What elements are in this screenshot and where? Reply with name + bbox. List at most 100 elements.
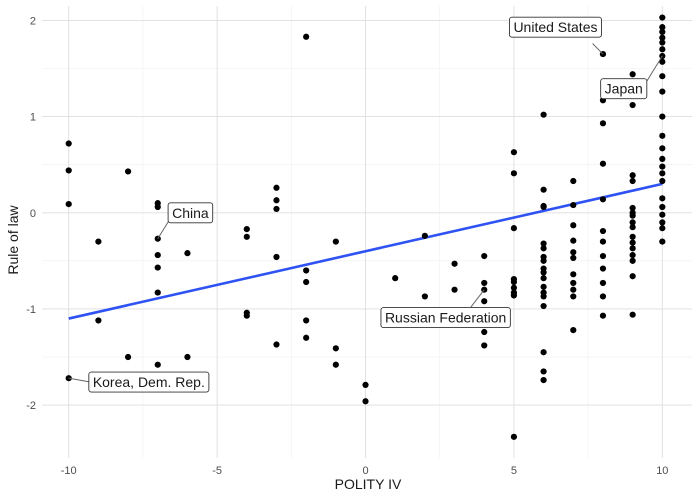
data-point bbox=[65, 201, 72, 208]
annotation-united-states: United States bbox=[508, 16, 604, 55]
data-point bbox=[629, 233, 636, 240]
annotation-korea-dem-rep: Korea, Dem. Rep. bbox=[68, 371, 210, 393]
data-point bbox=[124, 353, 132, 361]
annotation-japan: Japan bbox=[600, 55, 663, 100]
data-point bbox=[659, 225, 666, 232]
data-point bbox=[659, 219, 666, 226]
y-tick-label: -2 bbox=[26, 400, 36, 412]
y-tick-label: 1 bbox=[30, 112, 36, 124]
data-point bbox=[599, 160, 607, 167]
x-tick-label: 0 bbox=[362, 465, 368, 477]
x-tick-label: -10 bbox=[61, 465, 77, 477]
data-point bbox=[629, 219, 636, 226]
data-point bbox=[124, 168, 132, 175]
annotation-china: China bbox=[157, 202, 214, 239]
data-point bbox=[303, 334, 310, 341]
data-point bbox=[510, 170, 518, 177]
data-point bbox=[659, 58, 666, 65]
data-point bbox=[570, 293, 577, 300]
data-point bbox=[243, 226, 250, 233]
data-point bbox=[599, 227, 607, 235]
data-point bbox=[570, 201, 577, 209]
data-point bbox=[659, 170, 666, 177]
annotation-leader-line bbox=[592, 43, 604, 55]
data-point bbox=[540, 111, 547, 118]
y-axis-title: Rule of law bbox=[5, 204, 21, 274]
data-point bbox=[303, 317, 310, 324]
data-point bbox=[599, 252, 607, 260]
data-point bbox=[481, 279, 488, 287]
data-point bbox=[570, 249, 577, 256]
data-point bbox=[65, 140, 72, 147]
data-point bbox=[570, 237, 577, 244]
data-point bbox=[481, 342, 488, 349]
data-point bbox=[154, 264, 161, 271]
data-point bbox=[629, 101, 636, 109]
data-point bbox=[629, 204, 636, 212]
data-point bbox=[599, 120, 607, 127]
data-point bbox=[540, 203, 547, 211]
data-point bbox=[570, 286, 577, 293]
data-point bbox=[659, 195, 666, 202]
data-point bbox=[599, 265, 607, 272]
data-point bbox=[629, 273, 636, 280]
trend-line bbox=[68, 182, 663, 320]
data-point bbox=[599, 238, 607, 245]
y-tick-labels: -2 -1 0 1 2 bbox=[26, 15, 36, 412]
data-point bbox=[659, 145, 666, 152]
data-point bbox=[95, 238, 102, 245]
data-point bbox=[421, 293, 428, 300]
data-point bbox=[659, 163, 666, 170]
data-point bbox=[65, 167, 72, 174]
annotation-box bbox=[600, 78, 648, 100]
data-point bbox=[451, 260, 458, 267]
annotation-leader-line bbox=[157, 220, 170, 239]
data-point bbox=[540, 186, 547, 193]
annotation-label: Japan bbox=[605, 81, 643, 97]
x-tick-label: -5 bbox=[212, 465, 222, 477]
data-point bbox=[540, 245, 547, 252]
annotation-leader-line bbox=[646, 55, 663, 82]
data-point bbox=[659, 211, 666, 218]
x-tick-label: 5 bbox=[511, 465, 517, 477]
data-point bbox=[510, 225, 518, 232]
data-point bbox=[392, 275, 399, 282]
data-point bbox=[629, 311, 636, 318]
data-point bbox=[629, 172, 636, 179]
data-point bbox=[629, 251, 636, 259]
data-point bbox=[243, 312, 250, 319]
x-tick-label: 10 bbox=[656, 465, 668, 477]
grid-lines bbox=[42, 6, 692, 458]
data-point bbox=[629, 224, 636, 231]
data-point bbox=[629, 177, 636, 185]
data-point bbox=[570, 326, 577, 334]
data-point bbox=[421, 232, 428, 239]
data-point bbox=[510, 278, 518, 286]
data-point bbox=[570, 271, 577, 278]
data-point bbox=[303, 267, 310, 274]
data-point bbox=[481, 328, 488, 336]
data-point bbox=[273, 184, 280, 191]
annotation-box bbox=[380, 307, 511, 329]
annotation-label: Russian Federation bbox=[385, 310, 506, 326]
data-point bbox=[659, 203, 666, 211]
data-point bbox=[184, 353, 191, 361]
data-point bbox=[659, 39, 666, 46]
data-point bbox=[243, 233, 250, 240]
data-point bbox=[659, 14, 666, 21]
data-point bbox=[303, 278, 310, 286]
annotation-label: Korea, Dem. Rep. bbox=[93, 374, 205, 390]
data-point bbox=[629, 71, 636, 78]
data-point bbox=[451, 286, 458, 293]
x-axis-title: POLITY IV bbox=[335, 476, 402, 492]
data-point bbox=[273, 197, 280, 204]
annotation-box bbox=[167, 202, 214, 224]
data-point bbox=[540, 283, 547, 290]
y-tick-label: 2 bbox=[30, 15, 36, 27]
data-point bbox=[629, 212, 636, 219]
annotation-label: United States bbox=[513, 19, 597, 35]
data-point bbox=[510, 433, 518, 440]
data-point bbox=[540, 275, 547, 282]
data-point bbox=[540, 257, 547, 264]
annotation-box bbox=[508, 16, 602, 38]
